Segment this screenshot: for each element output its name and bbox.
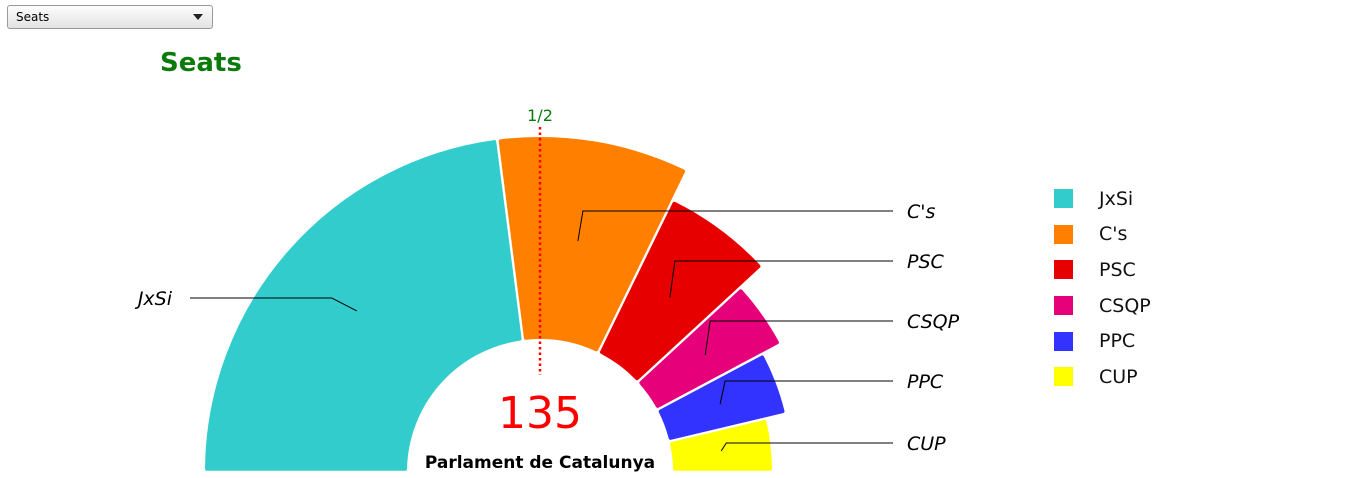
seats-selector[interactable]: Seats [7, 5, 213, 29]
legend-swatch [1054, 331, 1073, 351]
slice-label-c-s: C's [907, 201, 935, 223]
leader-line-csqp [704, 320, 893, 355]
slice-c-s[interactable] [498, 136, 686, 352]
majority-label: 1/2 [527, 106, 553, 125]
legend-label: PSC [1099, 258, 1136, 281]
legend-label: C's [1099, 223, 1128, 246]
slice-label-csqp: CSQP [907, 311, 960, 333]
legend-label: JxSi [1099, 187, 1134, 210]
chevron-down-icon[interactable] [193, 14, 203, 20]
slice-cup[interactable] [670, 420, 772, 471]
slice-label-ppc: PPC [907, 371, 944, 393]
chart-title: Seats [160, 48, 242, 78]
slice-psc[interactable] [600, 201, 761, 381]
legend-item-c-s[interactable]: C's [1054, 217, 1151, 253]
legend-label: PPC [1099, 330, 1136, 353]
legend-item-jxsi[interactable]: JxSi [1054, 181, 1151, 217]
legend-item-csqp[interactable]: CSQP [1054, 288, 1151, 324]
legend: JxSi C's PSC CSQP PPC CUP [1054, 181, 1151, 395]
legend-swatch [1054, 224, 1073, 244]
slice-label-psc: PSC [907, 251, 945, 273]
leader-line-c-s [577, 210, 893, 242]
legend-swatch [1054, 260, 1073, 280]
legend-label: CSQP [1099, 294, 1151, 317]
leader-line-cup [720, 442, 893, 452]
leader-line-jxsi [190, 297, 358, 312]
legend-label: CUP [1099, 365, 1138, 388]
leader-line-ppc [719, 380, 893, 405]
total-seats: 135 [498, 388, 582, 439]
slice-label-jxsi: JxSi [134, 288, 173, 310]
legend-item-psc[interactable]: PSC [1054, 252, 1151, 288]
legend-item-ppc[interactable]: PPC [1054, 323, 1151, 359]
seats-selector-value: Seats [16, 10, 50, 24]
slice-label-cup: CUP [907, 433, 946, 455]
legend-swatch [1054, 367, 1073, 387]
slice-jxsi[interactable] [205, 140, 522, 471]
legend-swatch [1054, 296, 1073, 316]
legend-item-cup[interactable]: CUP [1054, 359, 1151, 395]
slice-csqp[interactable] [639, 289, 779, 408]
legend-swatch [1054, 189, 1073, 209]
leader-line-psc [669, 260, 893, 298]
chart-subtitle: Parlament de Catalunya [425, 453, 655, 473]
